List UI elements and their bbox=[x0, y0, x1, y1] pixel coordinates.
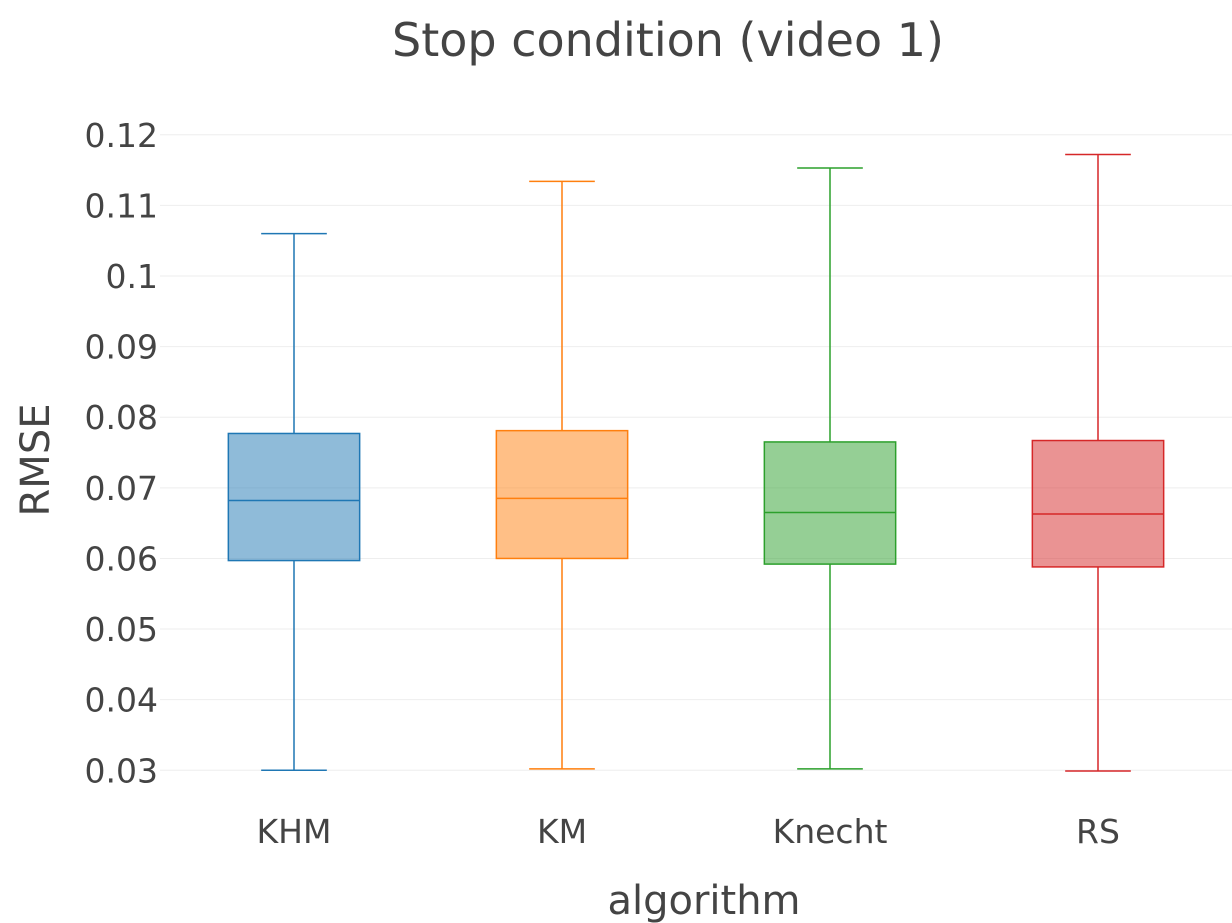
iqr-box bbox=[495, 429, 629, 560]
y-tick-label: 0.11 bbox=[85, 186, 158, 225]
y-tick-label: 0.1 bbox=[106, 257, 158, 296]
iqr-box bbox=[227, 432, 361, 562]
x-tick-label: Knecht bbox=[773, 812, 888, 851]
gridlines bbox=[160, 134, 1232, 771]
x-tick-label: RS bbox=[1076, 812, 1120, 851]
box-knecht bbox=[763, 167, 897, 770]
y-tick-label: 0.07 bbox=[85, 469, 158, 508]
iqr-box bbox=[763, 441, 897, 565]
box-rs bbox=[1031, 153, 1165, 772]
x-axis-ticks: KHM KM Knecht RS bbox=[257, 812, 1120, 851]
x-axis-label: algorithm bbox=[607, 878, 800, 923]
y-tick-label: 0.09 bbox=[85, 328, 158, 367]
chart-title: Stop condition (video 1) bbox=[392, 13, 944, 67]
y-tick-label: 0.04 bbox=[85, 681, 158, 720]
boxes bbox=[227, 153, 1165, 772]
y-tick-label: 0.06 bbox=[85, 539, 158, 578]
box-khm bbox=[227, 232, 361, 772]
y-axis-label: RMSE bbox=[13, 404, 59, 517]
y-tick-label: 0.05 bbox=[85, 610, 158, 649]
y-tick-label: 0.03 bbox=[85, 751, 158, 790]
x-tick-label: KHM bbox=[257, 812, 332, 851]
box-km bbox=[495, 180, 629, 770]
y-axis-ticks: 0.03 0.04 0.05 0.06 0.07 0.08 0.09 0.1 0.11 0.12 bbox=[85, 116, 158, 791]
iqr-box bbox=[1031, 439, 1165, 568]
x-tick-label: KM bbox=[537, 812, 587, 851]
y-tick-label: 0.08 bbox=[85, 398, 158, 437]
y-tick-label: 0.12 bbox=[85, 116, 158, 155]
